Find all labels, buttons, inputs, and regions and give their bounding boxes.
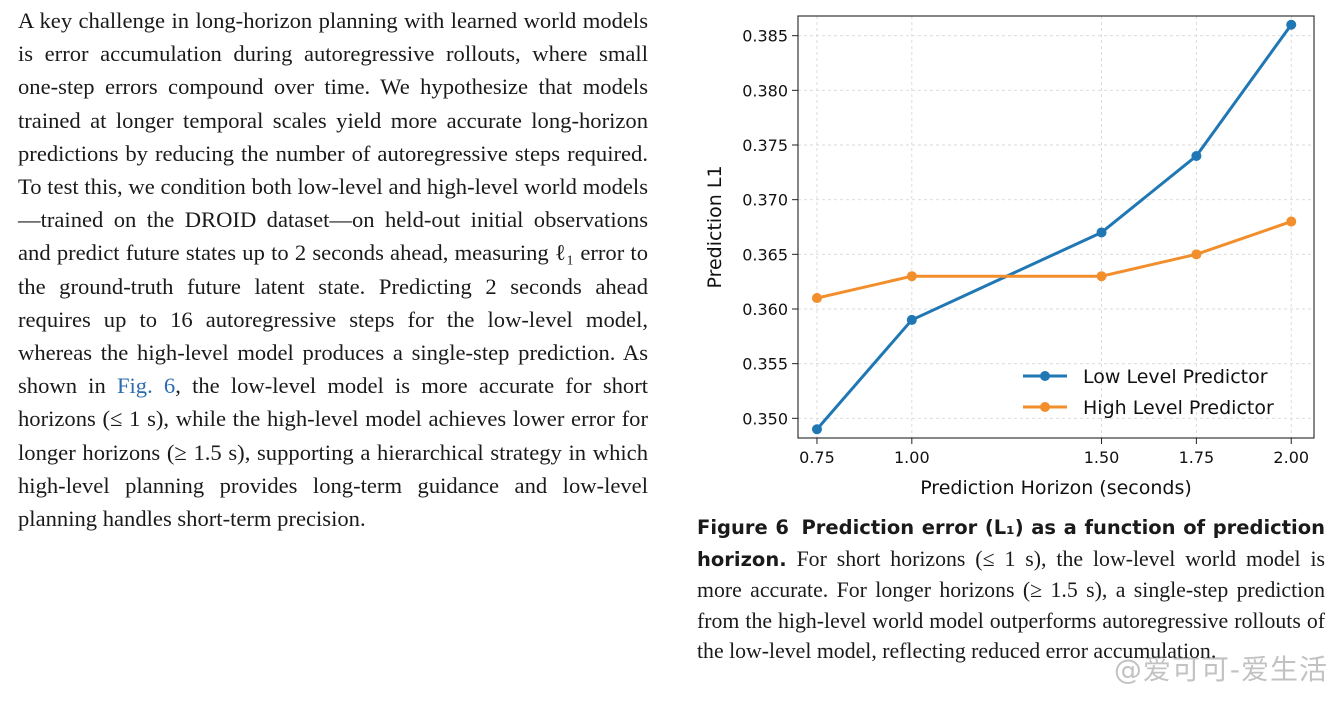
legend-marker (1040, 371, 1050, 381)
prediction-error-chart: 0.350 0.355 0.360 0.365 0.370 0.375 0.380 0.385… (704, 15, 1315, 499)
legend-item: High Level Predictor (1023, 397, 1274, 419)
data-point (1096, 227, 1107, 238)
figure-reference-link[interactable]: Fig. 6 (116, 373, 176, 399)
y-tick-label: 0.375 (742, 136, 788, 155)
legend-item: Low Level Predictor (1023, 366, 1268, 388)
y-tick-label: 0.370 (742, 191, 788, 210)
y-tick-label: 0.365 (742, 245, 788, 264)
data-point (811, 293, 822, 304)
series-line (816, 220, 1292, 300)
legend-label: Low Level Predictor (1083, 366, 1268, 388)
body-paragraph: A key challenge in long-horizon planning… (18, 4, 648, 535)
data-point (1286, 216, 1297, 227)
data-point (811, 424, 822, 435)
data-point (1191, 150, 1202, 161)
x-tick-label: 1.75 (1179, 448, 1215, 467)
y-tick-label: 0.380 (742, 81, 788, 100)
data-point (1096, 271, 1107, 282)
series-low-level (811, 19, 1297, 435)
x-axis-label: Prediction Horizon (seconds) (920, 477, 1192, 499)
watermark: @爱可可-爱生活 (1113, 653, 1328, 686)
figure-caption-text: For short horizons (≤ 1 s), the low-leve… (697, 546, 1325, 664)
x-tick-label: 2.00 (1273, 448, 1309, 467)
y-axis-ticks: 0.350 0.355 0.360 0.365 0.370 0.375 0.380 0.385 (742, 27, 798, 428)
x-tick-label: 1.50 (1084, 448, 1120, 467)
figure-caption: Figure 6 Prediction error (L₁) as a func… (697, 512, 1325, 667)
data-point (906, 271, 917, 282)
data-point (906, 314, 917, 325)
figure-column: 0.350 0.355 0.360 0.365 0.370 0.375 0.380 0.385… (697, 0, 1331, 702)
data-point (1286, 19, 1297, 30)
y-tick-label: 0.360 (742, 300, 788, 319)
figure-label: Figure 6 (697, 516, 789, 539)
x-tick-label: 1.00 (894, 448, 930, 467)
series-high-level (811, 216, 1297, 304)
data-point (1191, 249, 1202, 260)
body-text-part-2: , the low-level model is more accurate f… (18, 373, 649, 532)
x-axis-ticks: 0.75 1.00 1.50 1.75 2.00 (799, 438, 1309, 467)
y-tick-label: 0.385 (742, 27, 788, 46)
y-tick-label: 0.350 (742, 409, 788, 428)
body-text-part-1: A key challenge in long-horizon planning… (18, 8, 648, 399)
y-tick-label: 0.355 (742, 355, 788, 374)
legend-marker (1040, 402, 1050, 412)
x-tick-label: 0.75 (799, 448, 835, 467)
figure-title: Prediction error (L₁) as a function of p… (697, 516, 1325, 571)
chart-series (811, 19, 1297, 435)
plot-frame (797, 15, 1315, 439)
chart-legend: Low Level Predictor High Level Predictor (1023, 366, 1274, 419)
legend-label: High Level Predictor (1083, 397, 1274, 419)
y-axis-label: Prediction L1 (704, 165, 726, 288)
